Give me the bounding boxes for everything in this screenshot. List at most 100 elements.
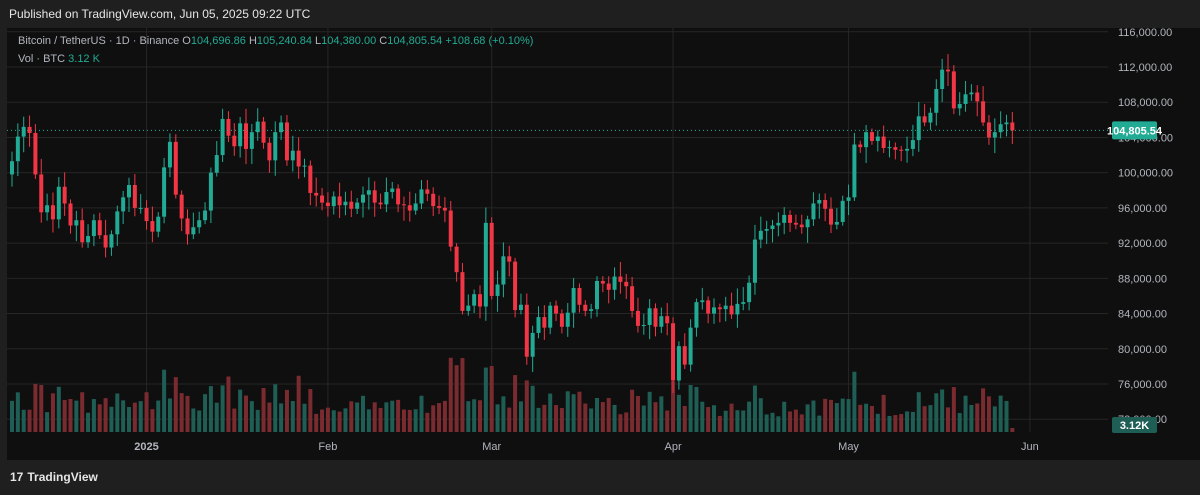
volume-bar [179, 393, 184, 432]
volume-bar [45, 412, 50, 432]
candle-body [208, 172, 213, 211]
volume-bar [829, 399, 833, 432]
x-tick-label: Jun [1021, 441, 1039, 453]
volume-bar [349, 401, 354, 432]
volume-bar [167, 398, 172, 432]
volume-bar [314, 413, 319, 432]
volume-bar [905, 411, 910, 432]
volume-bar [401, 409, 406, 432]
candle-body [472, 294, 477, 306]
candle-body [805, 219, 810, 228]
candle-body [717, 307, 722, 310]
candle-body [869, 132, 874, 141]
volume-bar [337, 411, 342, 432]
candle-body [325, 202, 330, 207]
volume-bar [162, 369, 167, 432]
volume-bar [331, 410, 336, 432]
candle-body [401, 204, 406, 206]
volume-bar [963, 395, 968, 432]
candle-body [167, 141, 172, 168]
volume-bar [624, 412, 629, 432]
candle-body [115, 211, 120, 235]
volume-bar [717, 415, 722, 432]
chart-panel[interactable] [7, 28, 1161, 460]
volume-bar [513, 375, 518, 432]
volume-bar [185, 395, 190, 432]
volume-bar [15, 392, 20, 432]
volume-bar [86, 412, 91, 432]
volume-bar [887, 415, 892, 432]
volume-bar [805, 404, 810, 432]
open-label: O [182, 35, 191, 47]
volume-bar [811, 400, 816, 432]
volume-bar [208, 386, 213, 432]
volume-bar [10, 400, 14, 432]
candle-body [712, 307, 716, 314]
candle-body [138, 207, 143, 209]
volume-bar [214, 402, 219, 432]
volume-bar [741, 410, 746, 432]
candle-body [735, 303, 740, 315]
candle-body [197, 220, 202, 228]
volume-bar [249, 401, 254, 432]
y-tick-label: 112,000.00 [1118, 62, 1172, 74]
candle-body [103, 235, 108, 248]
volume-bar [653, 402, 658, 432]
volume-bar [68, 398, 73, 432]
volume-bar [144, 392, 149, 432]
volume-bar [156, 400, 161, 432]
volume-bar [776, 416, 781, 432]
volume-bar [232, 408, 237, 432]
tradingview-logo[interactable]: 17 TradingView [10, 470, 98, 484]
x-tick-label: May [838, 441, 859, 453]
volume-bar [875, 413, 880, 432]
price-axis[interactable] [1108, 28, 1200, 460]
candle-body [940, 69, 945, 90]
candle-body [559, 313, 564, 327]
volume-bar [823, 398, 828, 432]
candle-body [279, 122, 284, 133]
volume-bar [255, 409, 260, 432]
volume-bar [21, 409, 26, 432]
candle-body [273, 132, 278, 161]
candle-body [606, 283, 611, 290]
candle-body [811, 203, 816, 220]
candle-body [647, 308, 652, 326]
candle-body [91, 220, 96, 237]
volume-bar [946, 407, 950, 432]
volume-bar [267, 402, 272, 432]
candle-body [747, 282, 752, 303]
volume-bar [355, 402, 360, 432]
volume-bar [858, 404, 863, 432]
volume-bar [764, 414, 769, 432]
candle-body [852, 144, 857, 198]
candle-body [437, 206, 442, 208]
candle-body [758, 230, 763, 240]
last-price-label: 104,805.54 [1107, 125, 1163, 137]
volume-bar [115, 393, 120, 432]
volume-bar [647, 391, 652, 432]
candle-body [571, 288, 576, 313]
volume-bar [302, 403, 307, 432]
volume-bar [782, 401, 787, 432]
candle-body [922, 116, 927, 123]
candle-body [752, 239, 757, 283]
candle-body [150, 221, 155, 232]
candle-body [179, 194, 184, 219]
candle-body [910, 140, 915, 149]
high-label: H [248, 35, 257, 47]
candle-body [641, 325, 646, 327]
x-tick-label: Mar [482, 441, 501, 453]
candle-body [694, 302, 699, 328]
candle-body [829, 208, 833, 225]
candle-body [653, 308, 658, 327]
volume-bar [74, 400, 79, 432]
candle-body [501, 256, 506, 285]
candle-body [986, 122, 991, 138]
volume-bar [296, 375, 301, 432]
candle-body [583, 304, 588, 311]
volume-bar [138, 401, 143, 432]
candle-body [162, 167, 167, 217]
volume-bar [524, 380, 529, 432]
